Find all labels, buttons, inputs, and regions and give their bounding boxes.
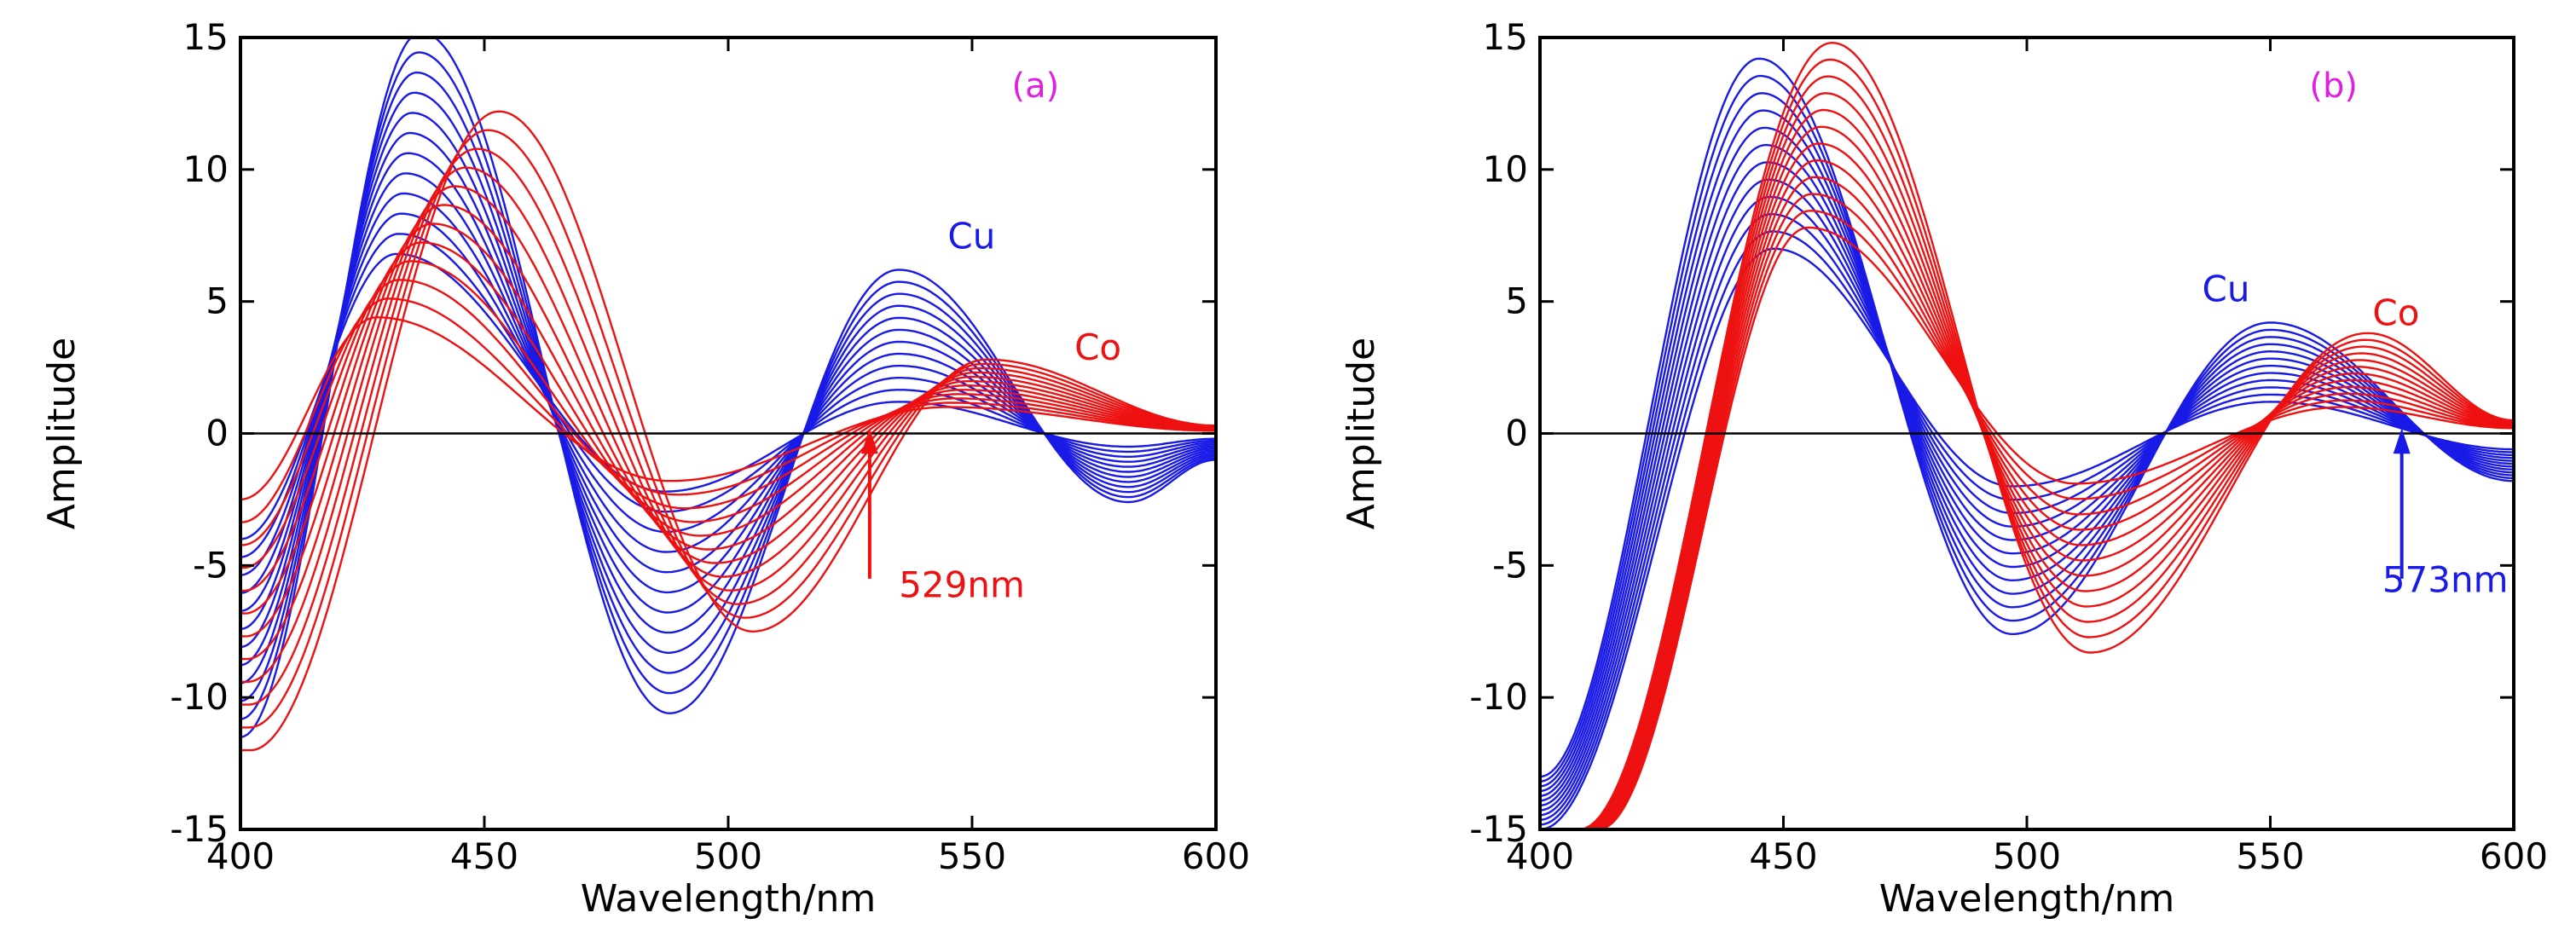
y-tick-label: -5	[193, 544, 229, 586]
series-line-cu-9	[240, 91, 1216, 685]
x-axis-label: Wavelength/nm	[1879, 877, 2175, 921]
x-tick-label: 550	[2236, 835, 2304, 877]
annotation-arrow-head	[860, 428, 878, 454]
annotation-arrow-head	[2393, 428, 2411, 454]
x-tick-label: 400	[1506, 835, 1574, 877]
series-line-cu-8	[240, 112, 1216, 667]
series-line-cu-12	[240, 38, 1216, 738]
series-line-cu-2	[1540, 230, 2514, 826]
y-tick-label: 0	[1505, 413, 1528, 454]
annotation-co: Co	[1074, 326, 1121, 368]
annotation-cu: Cu	[2203, 269, 2250, 310]
series-line-co-5	[1540, 159, 2514, 829]
y-tick-label: -10	[1469, 676, 1528, 718]
y-tick-label: -15	[170, 808, 229, 850]
series-line-co-9	[240, 166, 1216, 684]
x-tick-label: 500	[1993, 835, 2061, 877]
series-line-cu-3	[1540, 212, 2514, 821]
series-line-cu-9	[1540, 109, 2514, 793]
series-line-cu-10	[1540, 92, 2514, 788]
series-line-cu-12	[1540, 57, 2514, 778]
series-line-co-8	[240, 185, 1216, 661]
series-line-cu-8	[1540, 126, 2514, 797]
curve-layer	[240, 38, 1216, 752]
series-line-co-9	[1540, 92, 2514, 829]
annotation-co: Co	[2372, 292, 2419, 334]
series-line-co-1	[1540, 226, 2514, 829]
series-line-co-7	[1540, 125, 2514, 829]
y-tick-label: -5	[1492, 544, 1528, 586]
series-line-co-11	[1540, 58, 2514, 829]
y-tick-label: 5	[1505, 280, 1528, 322]
series-line-co-10	[1540, 75, 2514, 829]
x-tick-label: 600	[2480, 835, 2548, 877]
x-tick-label: 600	[1182, 835, 1250, 877]
series-line-co-4	[1540, 176, 2514, 829]
panel-b: 400 450 500 550 600 15 10 5 0 -5 -10 -15 Wavelength/…	[1340, 16, 2548, 921]
x-tick-label: 400	[206, 835, 275, 877]
x-tick-label: 500	[694, 835, 762, 877]
series-line-co-3	[1540, 193, 2514, 829]
y-axis-label: Amplitude	[1340, 338, 1383, 529]
curve-layer	[1540, 41, 2514, 829]
y-tick-label: -15	[1469, 808, 1528, 850]
series-line-cu-7	[1540, 143, 2514, 802]
y-tick-label: -10	[170, 676, 229, 718]
series-line-cu-1	[240, 252, 1216, 540]
annotation-cu: Cu	[947, 216, 995, 257]
y-axis-label: Amplitude	[40, 338, 84, 529]
y-tick-label: 15	[183, 16, 229, 58]
series-line-co-5	[240, 241, 1216, 592]
y-tick-label: 10	[183, 148, 229, 190]
x-tick-label: 450	[1749, 835, 1817, 877]
y-tick-label: 5	[206, 280, 229, 322]
x-axis-label: Wavelength/nm	[581, 877, 877, 921]
panel-a: 400 450 500 550 600 15 10 5 0 -5 -10 -15 Wavelength/…	[40, 16, 1250, 921]
x-tick-label: 550	[938, 835, 1006, 877]
series-line-co-11	[240, 129, 1216, 729]
annotation-529nm: 529nm	[899, 563, 1025, 605]
y-tick-label: 15	[1483, 16, 1528, 58]
series-line-co-12	[1540, 41, 2514, 829]
series-line-co-2	[1540, 210, 2514, 829]
series-line-co-12	[240, 110, 1216, 752]
series-line-co-6	[240, 222, 1216, 615]
y-tick-label: 10	[1483, 148, 1528, 190]
series-line-cu-5	[1540, 178, 2514, 812]
series-line-co-10	[240, 147, 1216, 706]
panel-label: (a)	[1011, 66, 1059, 106]
y-tick-label: 0	[206, 413, 229, 454]
series-line-co-8	[1540, 108, 2514, 829]
x-tick-label: 450	[450, 835, 518, 877]
panel-label: (b)	[2309, 66, 2358, 106]
series-line-cu-2	[240, 233, 1216, 558]
series-line-co-7	[240, 204, 1216, 638]
series-line-co-6	[1540, 142, 2514, 829]
